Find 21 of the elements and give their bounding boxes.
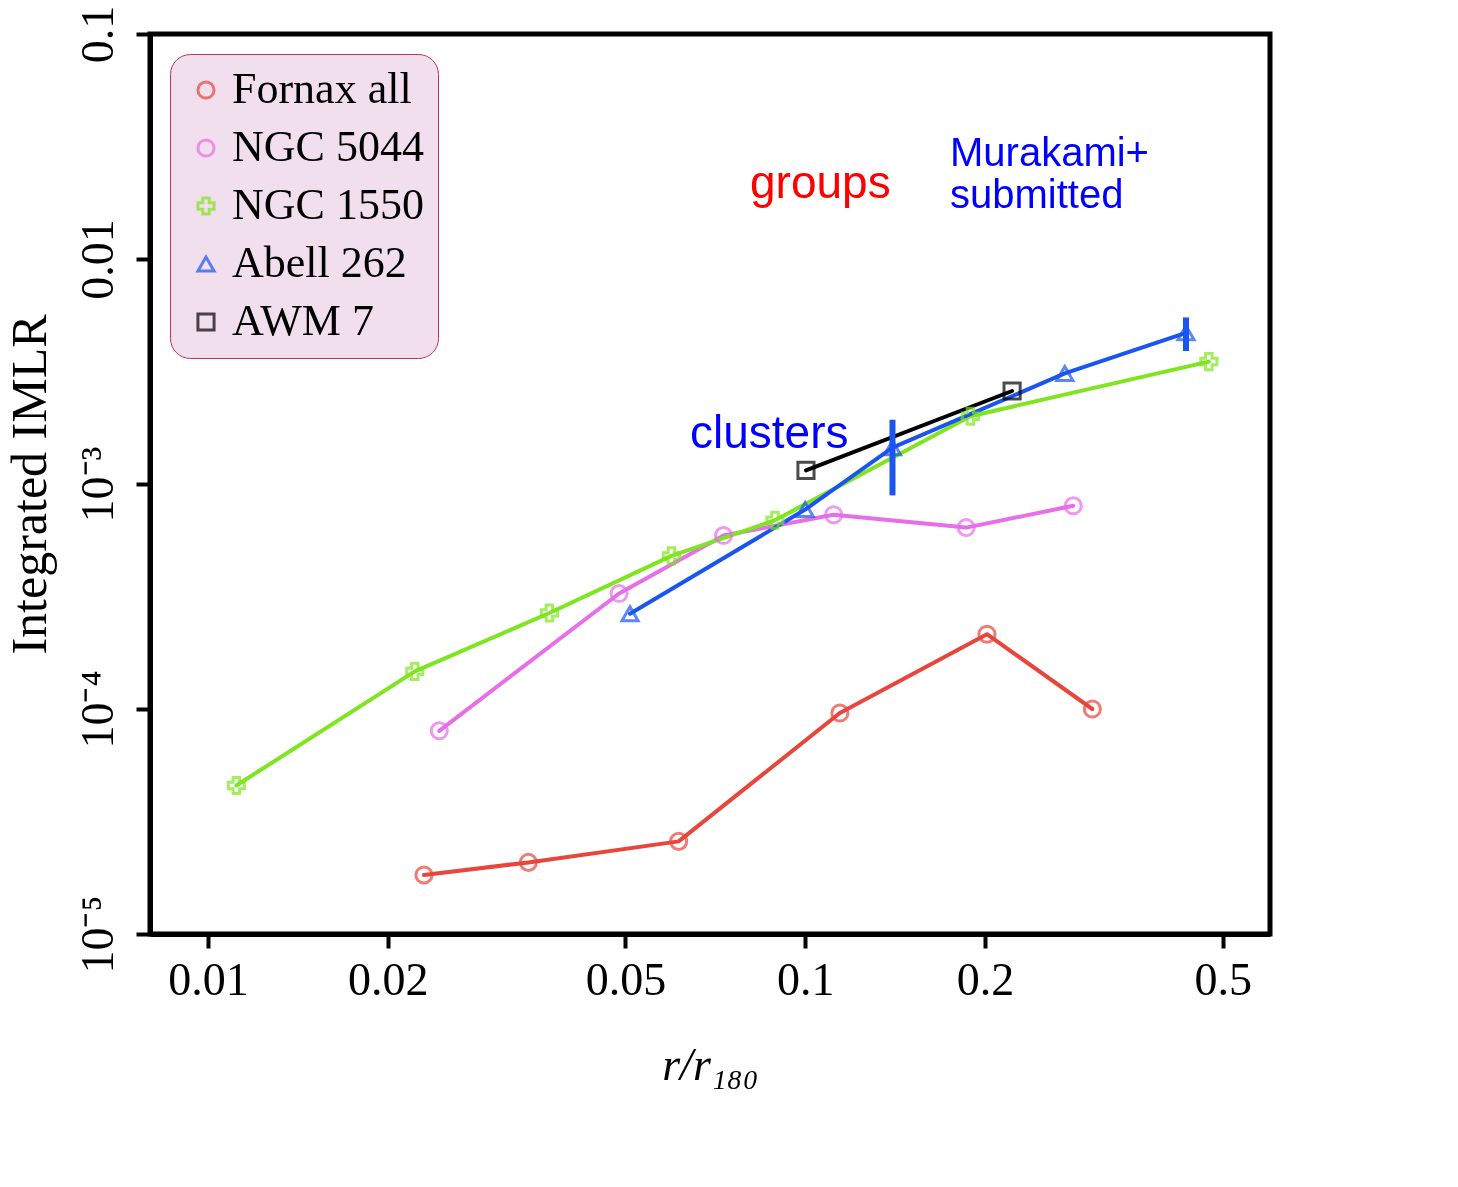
y-tick-label: 0.01: [71, 219, 123, 300]
legend-label: NGC 5044: [232, 122, 424, 171]
legend-label: NGC 1550: [232, 180, 424, 229]
legend-label: Fornax all: [232, 64, 412, 113]
legend-label: Abell 262: [232, 238, 407, 287]
x-tick-label: 0.5: [1194, 953, 1252, 1005]
annotation: clusters: [690, 406, 849, 458]
annotation: Murakami+ submitted: [950, 130, 1149, 216]
legend-label: AWM 7: [232, 296, 374, 345]
x-tick-label: 0.01: [168, 953, 249, 1005]
x-tick-label: 0.02: [347, 953, 429, 1005]
x-tick-label: 0.2: [956, 953, 1015, 1005]
y-axis-title: Integrated IMLR: [0, 313, 57, 655]
y-tick-label: 10⁻⁴: [71, 670, 123, 749]
y-tick-label: 10⁻³: [71, 446, 123, 523]
x-tick-label: 0.05: [585, 953, 667, 1005]
y-tick-label: 0.1: [71, 5, 123, 64]
x-tick-label: 0.1: [776, 953, 835, 1005]
annotation: groups: [750, 156, 891, 208]
x-axis-title: r/r₁₈₀: [662, 1038, 759, 1090]
y-tick-label: 10⁻⁵: [71, 895, 123, 974]
